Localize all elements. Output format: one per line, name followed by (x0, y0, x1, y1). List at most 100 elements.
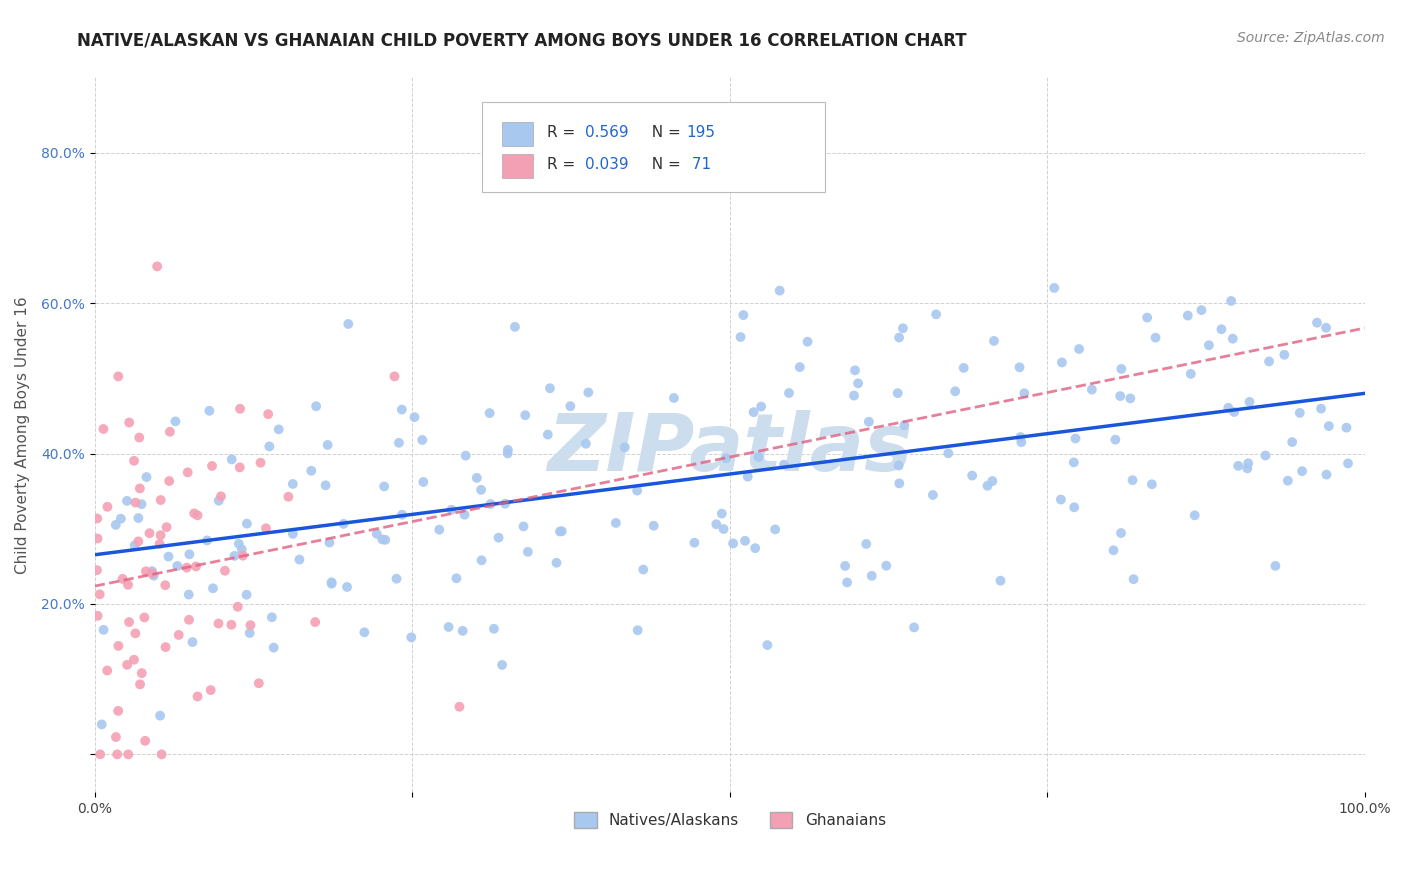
Point (149, 537, 172, 551)
Point (159, 425, 181, 439)
Point (149, 708, 172, 723)
Point (453, 508, 475, 522)
Point (214, 564, 236, 578)
Point (496, 442, 519, 457)
Point (353, 625, 375, 640)
Text: Source: ZipAtlas.com: Source: ZipAtlas.com (1237, 31, 1385, 45)
Point (952, 360, 974, 375)
Point (576, 385, 599, 400)
Point (763, 523, 786, 537)
Point (1264, 558, 1286, 573)
Point (177, 588, 200, 602)
Point (122, 454, 145, 468)
Point (257, 407, 280, 421)
Point (512, 519, 534, 533)
Point (921, 488, 943, 502)
Point (127, 534, 149, 549)
Point (155, 578, 177, 592)
Point (437, 620, 460, 634)
Point (259, 439, 281, 453)
Point (115, 493, 138, 508)
Point (104, 517, 127, 532)
Point (131, 497, 153, 511)
Point (925, 307, 948, 321)
Point (232, 549, 254, 563)
Point (142, 568, 165, 582)
Point (834, 558, 856, 573)
Point (1014, 386, 1036, 401)
Point (186, 508, 208, 523)
Point (122, 653, 145, 667)
Point (488, 531, 510, 545)
Point (1184, 508, 1206, 523)
Point (1337, 457, 1360, 471)
Point (1306, 316, 1329, 330)
Point (288, 552, 311, 566)
Point (1227, 458, 1250, 473)
Text: N =: N = (643, 125, 686, 140)
Point (96, 500, 118, 514)
Point (167, 628, 190, 642)
Point (789, 360, 811, 375)
Point (1222, 332, 1244, 346)
Point (391, 508, 413, 522)
Point (316, 438, 339, 452)
Point (1043, 281, 1066, 295)
Point (465, 471, 488, 485)
Point (128, 431, 150, 445)
Point (110, 512, 132, 526)
Point (737, 469, 759, 483)
Point (1010, 435, 1032, 450)
Point (1111, 362, 1133, 376)
Point (516, 545, 538, 559)
Point (404, 410, 426, 425)
FancyBboxPatch shape (502, 121, 533, 146)
Point (305, 399, 328, 413)
Point (479, 497, 502, 511)
Point (118, 615, 141, 629)
Point (846, 376, 869, 391)
Point (1008, 360, 1031, 375)
Point (157, 549, 180, 564)
Point (247, 676, 270, 690)
FancyBboxPatch shape (482, 103, 825, 192)
Point (1050, 492, 1073, 507)
Point (943, 384, 966, 399)
Point (124, 538, 146, 552)
Point (713, 522, 735, 536)
Point (187, 690, 209, 704)
Point (1223, 405, 1246, 419)
Point (662, 391, 685, 405)
Point (155, 520, 177, 534)
Point (150, 747, 173, 762)
Point (891, 321, 914, 335)
Point (1010, 430, 1032, 444)
Point (138, 526, 160, 541)
Point (844, 363, 866, 377)
Point (86, 511, 108, 525)
Point (976, 479, 998, 493)
Point (231, 542, 253, 557)
Point (1102, 543, 1125, 558)
Point (337, 317, 360, 331)
Point (1180, 367, 1202, 381)
Point (374, 533, 396, 547)
Point (321, 575, 343, 590)
Point (388, 435, 411, 450)
Point (254, 521, 277, 535)
Point (385, 572, 408, 586)
Point (1310, 401, 1333, 416)
Point (470, 483, 492, 497)
Point (181, 635, 204, 649)
Point (1239, 395, 1261, 409)
Point (229, 460, 252, 475)
Point (107, 369, 129, 384)
Point (235, 588, 257, 602)
Point (366, 526, 388, 541)
Point (249, 456, 271, 470)
Point (773, 458, 796, 472)
Point (277, 490, 299, 504)
Point (118, 416, 141, 430)
Point (889, 476, 911, 491)
Point (451, 624, 474, 638)
